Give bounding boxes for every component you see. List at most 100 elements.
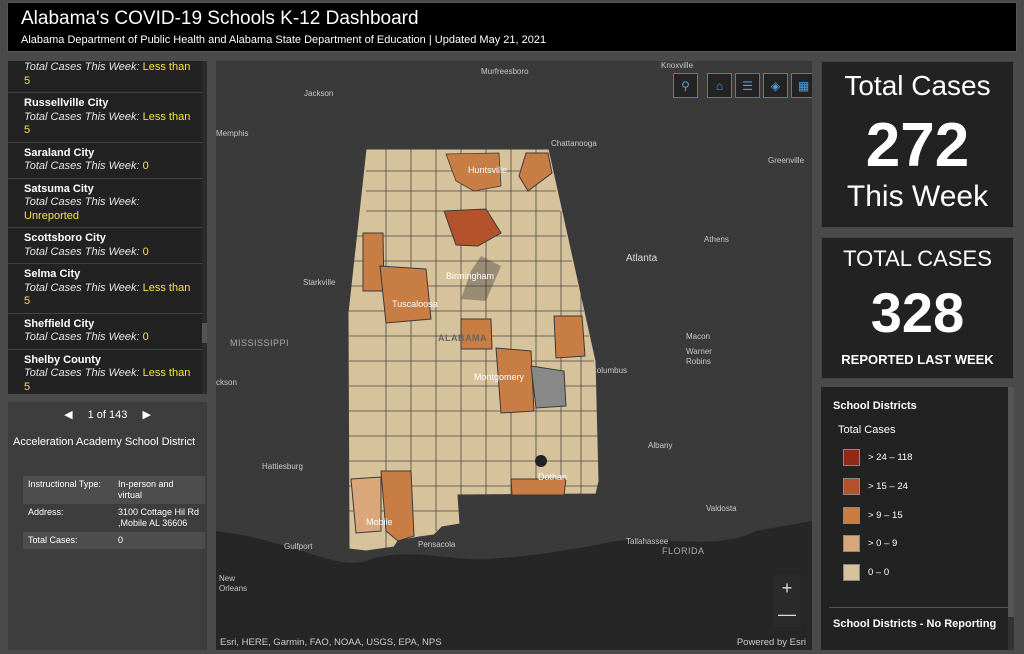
pager-label: 1 of 143 — [87, 409, 128, 421]
map-label-tallahassee: Tallahassee — [626, 537, 669, 546]
home-icon[interactable]: ⌂ — [707, 73, 732, 98]
district-name: Russellville City — [24, 97, 109, 109]
detail-value: In-person and virtual — [113, 476, 205, 504]
table-row: Total Cases: 0 — [23, 532, 205, 549]
map-label-chattanooga: Chattanooga — [551, 139, 597, 148]
map-label-murfreesboro: Murfreesboro — [481, 67, 529, 76]
list-item[interactable]: Total Cases This Week: Less than 5 — [8, 61, 207, 93]
list-item[interactable]: Satsuma City Total Cases This Week: Unre… — [8, 179, 207, 228]
map-label-greenville: Greenville — [768, 156, 805, 165]
map-label-florida: FLORIDA — [662, 546, 705, 556]
district-name: Scottsboro City — [24, 232, 106, 244]
legend-divider — [829, 607, 1009, 608]
detail-table: Instructional Type: In-person and virtua… — [23, 476, 205, 549]
detail-panel: ◀ 1 of 143 ▶ Acceleration Academy School… — [8, 402, 207, 650]
map-canvas[interactable] — [216, 61, 812, 650]
page-subtitle: Alabama Department of Public Health and … — [21, 34, 547, 46]
district-name: Sheffield City — [24, 317, 95, 330]
list-item-value: 0 — [142, 331, 149, 343]
legend-label: > 15 – 24 — [868, 481, 908, 492]
list-item[interactable]: Shelby County Total Cases This Week: Les… — [8, 350, 207, 395]
district-list[interactable]: Total Cases This Week: Less than 5 Russe… — [8, 61, 207, 394]
list-item[interactable]: Saraland City Total Cases This Week: 0 — [8, 143, 207, 179]
legend-item: 0 – 0 — [843, 564, 889, 581]
map-view[interactable]: Murfreesboro Knoxville Jackson Memphis C… — [216, 61, 812, 650]
list-item-value-cont: 5 — [24, 74, 31, 87]
list-item-value-cont: 5 — [24, 295, 31, 307]
list-item-value-cont: 5 — [24, 124, 31, 136]
list-scrollbar[interactable] — [202, 61, 207, 394]
map-legend: School Districts Total Cases > 24 – 118 … — [821, 387, 1014, 650]
list-item-value: Less than — [142, 281, 191, 294]
map-attribution[interactable]: Esri, HERE, Garmin, FAO, NOAA, USGS, EPA… — [220, 637, 442, 648]
list-item-value: Less than — [142, 110, 191, 123]
legend-heading-no-reporting: School Districts - No Reporting — [833, 618, 997, 630]
list-item-label: Total Cases This Week: — [24, 281, 140, 294]
powered-by[interactable]: Powered by Esri — [736, 637, 806, 648]
map-label-warner-robins: Warner Robins — [686, 347, 712, 366]
list-item-label: Total Cases This Week: — [24, 245, 140, 258]
district-name: Saraland City — [24, 146, 95, 159]
list-item[interactable]: Sheffield City Total Cases This Week: 0 — [8, 314, 207, 350]
stat-label-top: TOTAL CASES — [843, 246, 992, 271]
map-label-tuscaloosa: Tuscaloosa — [392, 299, 438, 309]
list-scrollbar-thumb[interactable] — [202, 323, 207, 343]
stat-label-bottom: This Week — [846, 180, 989, 213]
list-item-value: Less than — [142, 61, 191, 73]
list-item[interactable]: Selma City Total Cases This Week: Less t… — [8, 264, 207, 314]
map-label-knoxville: Knoxville — [661, 61, 694, 70]
map-label-new-orleans: New Orleans — [219, 574, 248, 593]
search-icon[interactable]: ⚲ — [673, 73, 698, 98]
legend-item: > 24 – 118 — [843, 449, 912, 466]
detail-value: 0 — [113, 532, 205, 549]
legend-swatch — [843, 535, 860, 552]
stat-label-bottom: REPORTED LAST WEEK — [841, 352, 994, 367]
legend-item: > 9 – 15 — [843, 507, 903, 524]
triangle-right-icon[interactable]: ▶ — [142, 409, 151, 421]
legend-list-icon[interactable]: ☰ — [735, 73, 760, 98]
list-item-label: Total Cases This Week: — [24, 61, 140, 73]
district-name: Shelby County — [24, 353, 102, 366]
map-label-montgomery: Montgomery — [474, 372, 525, 382]
legend-label: > 24 – 118 — [868, 452, 913, 463]
map-label-macon: Macon — [686, 332, 711, 341]
detail-label: Instructional Type: — [23, 476, 113, 504]
map-toolbar: ⚲ ⌂ ☰ ◈ ▦ — [670, 73, 812, 98]
zoom-out-button[interactable]: — — [778, 604, 796, 624]
map-label-alabama: ALABAMA — [438, 333, 487, 343]
list-item-value: Less than — [142, 367, 191, 379]
map-label-mobile: Mobile — [366, 517, 393, 527]
table-row: Address: 3100 Cottage Hil Rd ,Mobile AL … — [23, 504, 205, 532]
map-label-albany: Albany — [648, 441, 673, 450]
legend-item: > 0 – 9 — [843, 535, 897, 552]
legend-item: > 15 – 24 — [843, 478, 908, 495]
pager: ◀ 1 of 143 ▶ — [8, 408, 207, 421]
zoom-controls: + — — [773, 575, 801, 627]
stat-total-cases-this-week: Total Cases 272 This Week — [821, 61, 1014, 228]
map-label-hattiesburg: Hattiesburg — [262, 462, 303, 471]
layers-icon[interactable]: ◈ — [763, 73, 788, 98]
legend-scrollbar-thumb[interactable] — [1008, 387, 1014, 617]
zoom-in-button[interactable]: + — [781, 578, 793, 598]
legend-heading: School Districts — [833, 400, 917, 412]
district-name: Selma City — [24, 268, 81, 280]
map-label-gulfport: Gulfport — [284, 542, 313, 551]
legend-swatch — [843, 449, 860, 466]
legend-swatch — [843, 564, 860, 581]
qr-grid-icon[interactable]: ▦ — [791, 73, 812, 98]
triangle-left-icon[interactable]: ◀ — [64, 409, 73, 421]
list-item[interactable]: Russellville City Total Cases This Week:… — [8, 93, 207, 143]
list-item-value: 0 — [142, 245, 149, 258]
detail-title: Acceleration Academy School District — [13, 436, 196, 448]
map-label-starkville: Starkville — [303, 278, 336, 287]
map-label-jackson-s: ckson — [216, 378, 237, 387]
map-label-jackson-n: Jackson — [304, 89, 334, 98]
stat-value: 328 — [870, 281, 965, 344]
legend-swatch — [843, 478, 860, 495]
detail-label: Address: — [23, 504, 113, 532]
detail-value: 3100 Cottage Hil Rd ,Mobile AL 36606 — [113, 504, 205, 532]
list-item-value: 0 — [142, 160, 149, 172]
list-item[interactable]: Scottsboro City Total Cases This Week: 0 — [8, 228, 207, 264]
map-label-huntsville: Huntsville — [468, 165, 508, 175]
legend-label: 0 – 0 — [868, 567, 890, 578]
